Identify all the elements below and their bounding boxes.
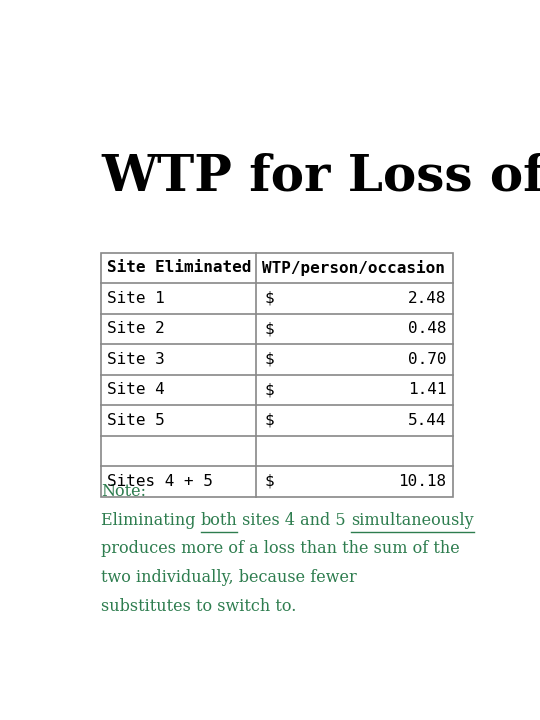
- Text: sites 4 and 5: sites 4 and 5: [238, 512, 351, 528]
- Text: produces more of a loss than the sum of the: produces more of a loss than the sum of …: [101, 541, 460, 557]
- Text: two individually, because fewer: two individually, because fewer: [101, 570, 357, 586]
- Text: 1.41: 1.41: [408, 382, 446, 397]
- Text: WTP for Loss of Sites:: WTP for Loss of Sites:: [101, 153, 540, 202]
- Text: $: $: [264, 352, 274, 367]
- Text: Site 2: Site 2: [107, 321, 165, 336]
- Text: Note:: Note:: [101, 483, 146, 500]
- Text: Eliminating: Eliminating: [101, 512, 200, 528]
- Text: $: $: [264, 474, 274, 489]
- Text: 10.18: 10.18: [398, 474, 446, 489]
- Text: substitutes to switch to.: substitutes to switch to.: [101, 598, 296, 615]
- Text: Site 1: Site 1: [107, 291, 165, 306]
- Text: Site Eliminated: Site Eliminated: [107, 261, 252, 276]
- Text: 2.48: 2.48: [408, 291, 446, 306]
- Text: $: $: [264, 291, 274, 306]
- Text: Site 4: Site 4: [107, 382, 165, 397]
- Text: 0.48: 0.48: [408, 321, 446, 336]
- Text: simultaneously: simultaneously: [351, 512, 474, 528]
- Text: Sites 4 + 5: Sites 4 + 5: [107, 474, 213, 489]
- Text: 5.44: 5.44: [408, 413, 446, 428]
- Text: Site 3: Site 3: [107, 352, 165, 367]
- Text: $: $: [264, 382, 274, 397]
- Text: $: $: [264, 321, 274, 336]
- Text: Site 5: Site 5: [107, 413, 165, 428]
- Text: $: $: [264, 413, 274, 428]
- Text: 0.70: 0.70: [408, 352, 446, 367]
- Text: WTP/person/occasion: WTP/person/occasion: [262, 260, 445, 276]
- Text: both: both: [200, 512, 238, 528]
